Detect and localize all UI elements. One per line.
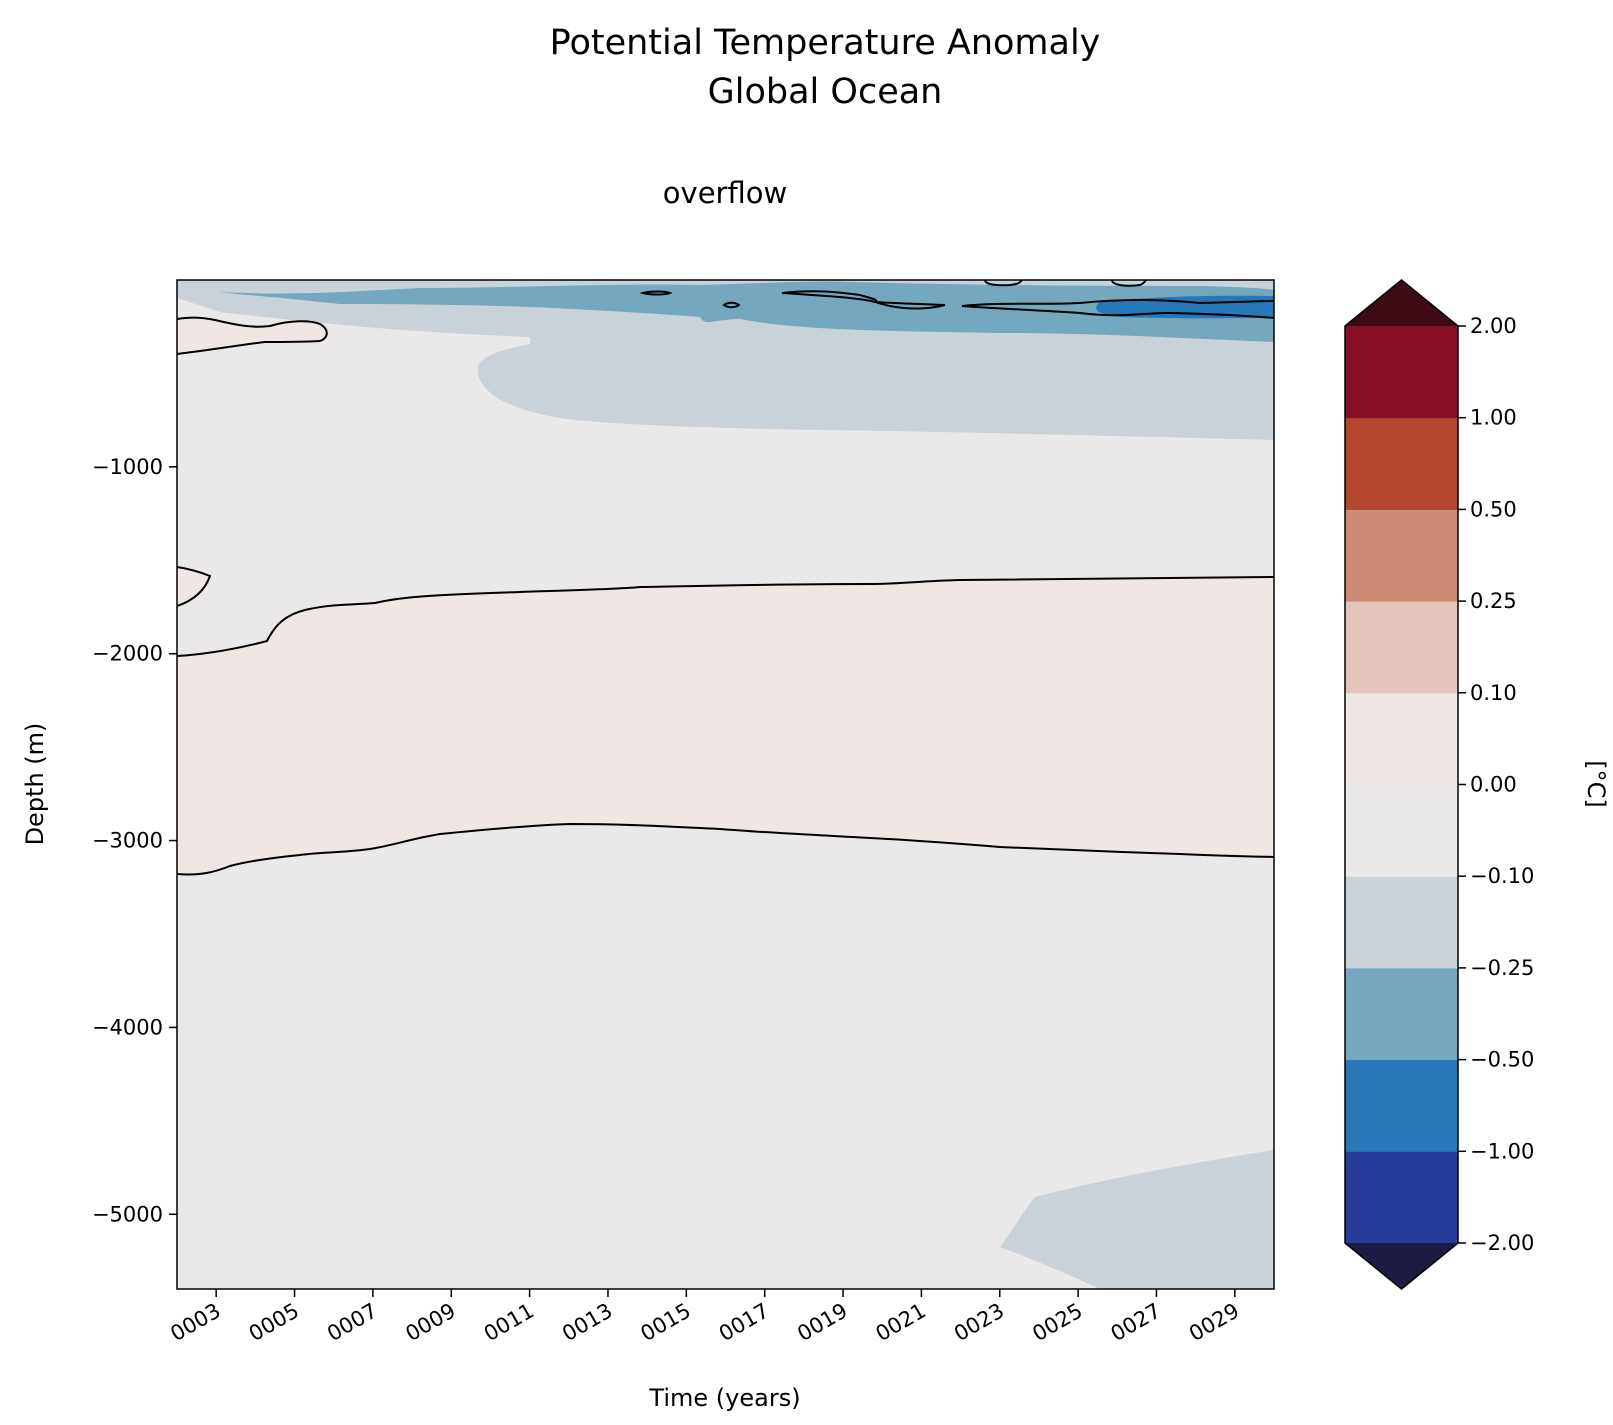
y-tick-label: −1000 [92, 455, 163, 479]
contour-upper-blue-1 [781, 290, 946, 310]
colorbar-segment [1345, 1059, 1458, 1152]
y-tick-label: −4000 [92, 1015, 163, 1039]
x-tick-label: 0013 [558, 1299, 616, 1347]
chart-subtitle: overflow [663, 176, 787, 210]
x-tick-label: 0023 [950, 1299, 1008, 1347]
colorbar-segment [1345, 784, 1458, 877]
region-positive-000-010 [177, 577, 1274, 875]
colorbar-segment [1345, 967, 1458, 1061]
region-upper-minus-025-050 [218, 281, 1274, 342]
x-axis-label: Time (years) [648, 1384, 800, 1412]
chart-title-line-2: Global Ocean [708, 72, 943, 112]
contour-upper-small-2 [722, 301, 741, 309]
y-axis-label: Depth (m) [21, 723, 49, 846]
colorbar-segment [1345, 326, 1458, 419]
contour-top-2 [1111, 280, 1147, 287]
region-positive-left-edge [177, 567, 210, 606]
contour-upper-blue-2 [961, 299, 1274, 307]
contour-upper-blue-3 [961, 305, 1274, 319]
colorbar-tick-label: −0.10 [1470, 864, 1534, 888]
colorbar-extend-under [1345, 1243, 1458, 1289]
y-axis: −1000 −2000 −3000 −4000 −5000 [92, 455, 177, 1226]
contour-left-edge-patch [177, 566, 212, 607]
colorbar-tick-label: 0.25 [1470, 589, 1517, 613]
x-tick-label: 0019 [793, 1299, 851, 1347]
contour-top-1 [984, 280, 1023, 287]
colorbar: −2.00 −1.00 −0.50 −0.25 −0.10 0.00 0.10 0.25 0.5… [1344, 279, 1534, 1290]
colorbar-tick-label: −2.00 [1470, 1231, 1534, 1255]
x-tick-label: 0011 [480, 1299, 538, 1347]
region-positive-upper-left [177, 317, 327, 354]
x-tick-label: 0009 [401, 1299, 459, 1347]
colorbar-tick-label: 0.10 [1470, 681, 1517, 705]
x-tick-label: 0007 [323, 1299, 381, 1347]
colorbar-tick-label: −0.25 [1470, 956, 1534, 980]
colorbar-tick-label: −1.00 [1470, 1139, 1534, 1163]
y-tick-label: −5000 [92, 1202, 163, 1226]
contour-upper-small-1 [639, 290, 673, 296]
x-tick-label: 0027 [1107, 1299, 1165, 1347]
colorbar-segment [1345, 601, 1458, 694]
x-tick-label: 0017 [715, 1299, 773, 1347]
region-deep-minus-010-025 [1000, 1150, 1274, 1289]
chart-title-line-1: Potential Temperature Anomaly [550, 23, 1101, 63]
colorbar-tick-label: −0.50 [1470, 1048, 1534, 1072]
colorbar-tick-label: 0.50 [1470, 497, 1517, 521]
colorbar-segment [1345, 509, 1458, 602]
colorbar-segment [1345, 692, 1458, 785]
contour-lines [177, 280, 1274, 876]
x-tick-label: 0015 [637, 1299, 695, 1347]
plot-frame [176, 279, 1275, 1290]
colorbar-segment [1345, 417, 1458, 510]
y-tick-label: −3000 [92, 829, 163, 853]
x-tick-label: 0005 [245, 1299, 303, 1347]
x-tick-label: 0025 [1028, 1299, 1086, 1347]
x-tick-label: 0003 [166, 1299, 224, 1347]
colorbar-tick-label: 1.00 [1470, 406, 1517, 430]
x-tick-label: 0029 [1185, 1299, 1243, 1347]
plot-area [177, 280, 1274, 1289]
colorbar-tick-label: 0.00 [1470, 773, 1517, 797]
x-tick-label: 0021 [872, 1299, 930, 1347]
contour-upper-left-patch [177, 316, 328, 355]
contour-positive-band-bottom [177, 822, 1274, 876]
contour-positive-band-top [177, 576, 1274, 657]
colorbar-segment [1345, 1151, 1458, 1244]
x-axis: 0003 0005 0007 0009 0011 0013 0015 0017 0019 0021… [166, 1289, 1243, 1346]
y-tick-label: −2000 [92, 642, 163, 666]
colorbar-label: [°C] [1582, 760, 1610, 807]
colorbar-tick-label: 2.00 [1470, 314, 1517, 338]
colorbar-extend-over [1345, 280, 1458, 326]
colorbar-segment [1345, 876, 1458, 969]
